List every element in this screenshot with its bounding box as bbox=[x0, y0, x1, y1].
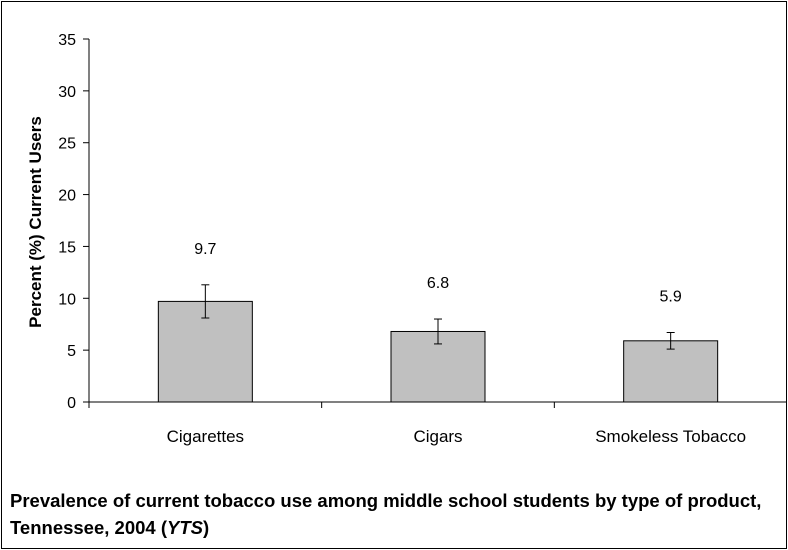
x-tick-label: Smokeless Tobacco bbox=[595, 427, 746, 446]
y-tick-label: 30 bbox=[58, 84, 76, 101]
labels-group: 9.7 Cigarettes 6.8 Cigars 5.9 Smokeless Tobac… bbox=[167, 241, 747, 446]
y-axis-title: Percent (%) Current Users bbox=[26, 116, 45, 328]
x-axis bbox=[88, 401, 786, 408]
y-tick-label: 20 bbox=[58, 188, 76, 205]
y-tick-label: 0 bbox=[67, 395, 76, 412]
bars-group bbox=[157, 284, 719, 403]
y-axis: 0 5 10 15 20 25 30 35 bbox=[58, 32, 90, 412]
x-tick-label: Cigarettes bbox=[167, 427, 244, 446]
chart-caption: Prevalence of current tobacco use among … bbox=[10, 487, 785, 541]
data-label: 6.8 bbox=[427, 275, 449, 292]
y-tick-label: 25 bbox=[58, 136, 76, 153]
x-tick-label: Cigars bbox=[413, 427, 462, 446]
data-label: 5.9 bbox=[660, 289, 682, 306]
caption-end: ) bbox=[202, 517, 210, 538]
bar-chart: 0 5 10 15 20 25 30 35 9.7 Cigarettes 6.8 Cigars 5.9… bbox=[26, 32, 786, 446]
y-tick-label: 5 bbox=[67, 343, 76, 360]
data-label: 9.7 bbox=[194, 241, 216, 258]
caption-text: Prevalence of current tobacco use among … bbox=[10, 490, 762, 538]
y-tick-label: 15 bbox=[58, 239, 76, 256]
bar bbox=[623, 340, 719, 403]
y-tick-label: 10 bbox=[58, 291, 76, 308]
caption-source: YTS bbox=[167, 517, 203, 538]
y-tick-label: 35 bbox=[58, 32, 76, 49]
